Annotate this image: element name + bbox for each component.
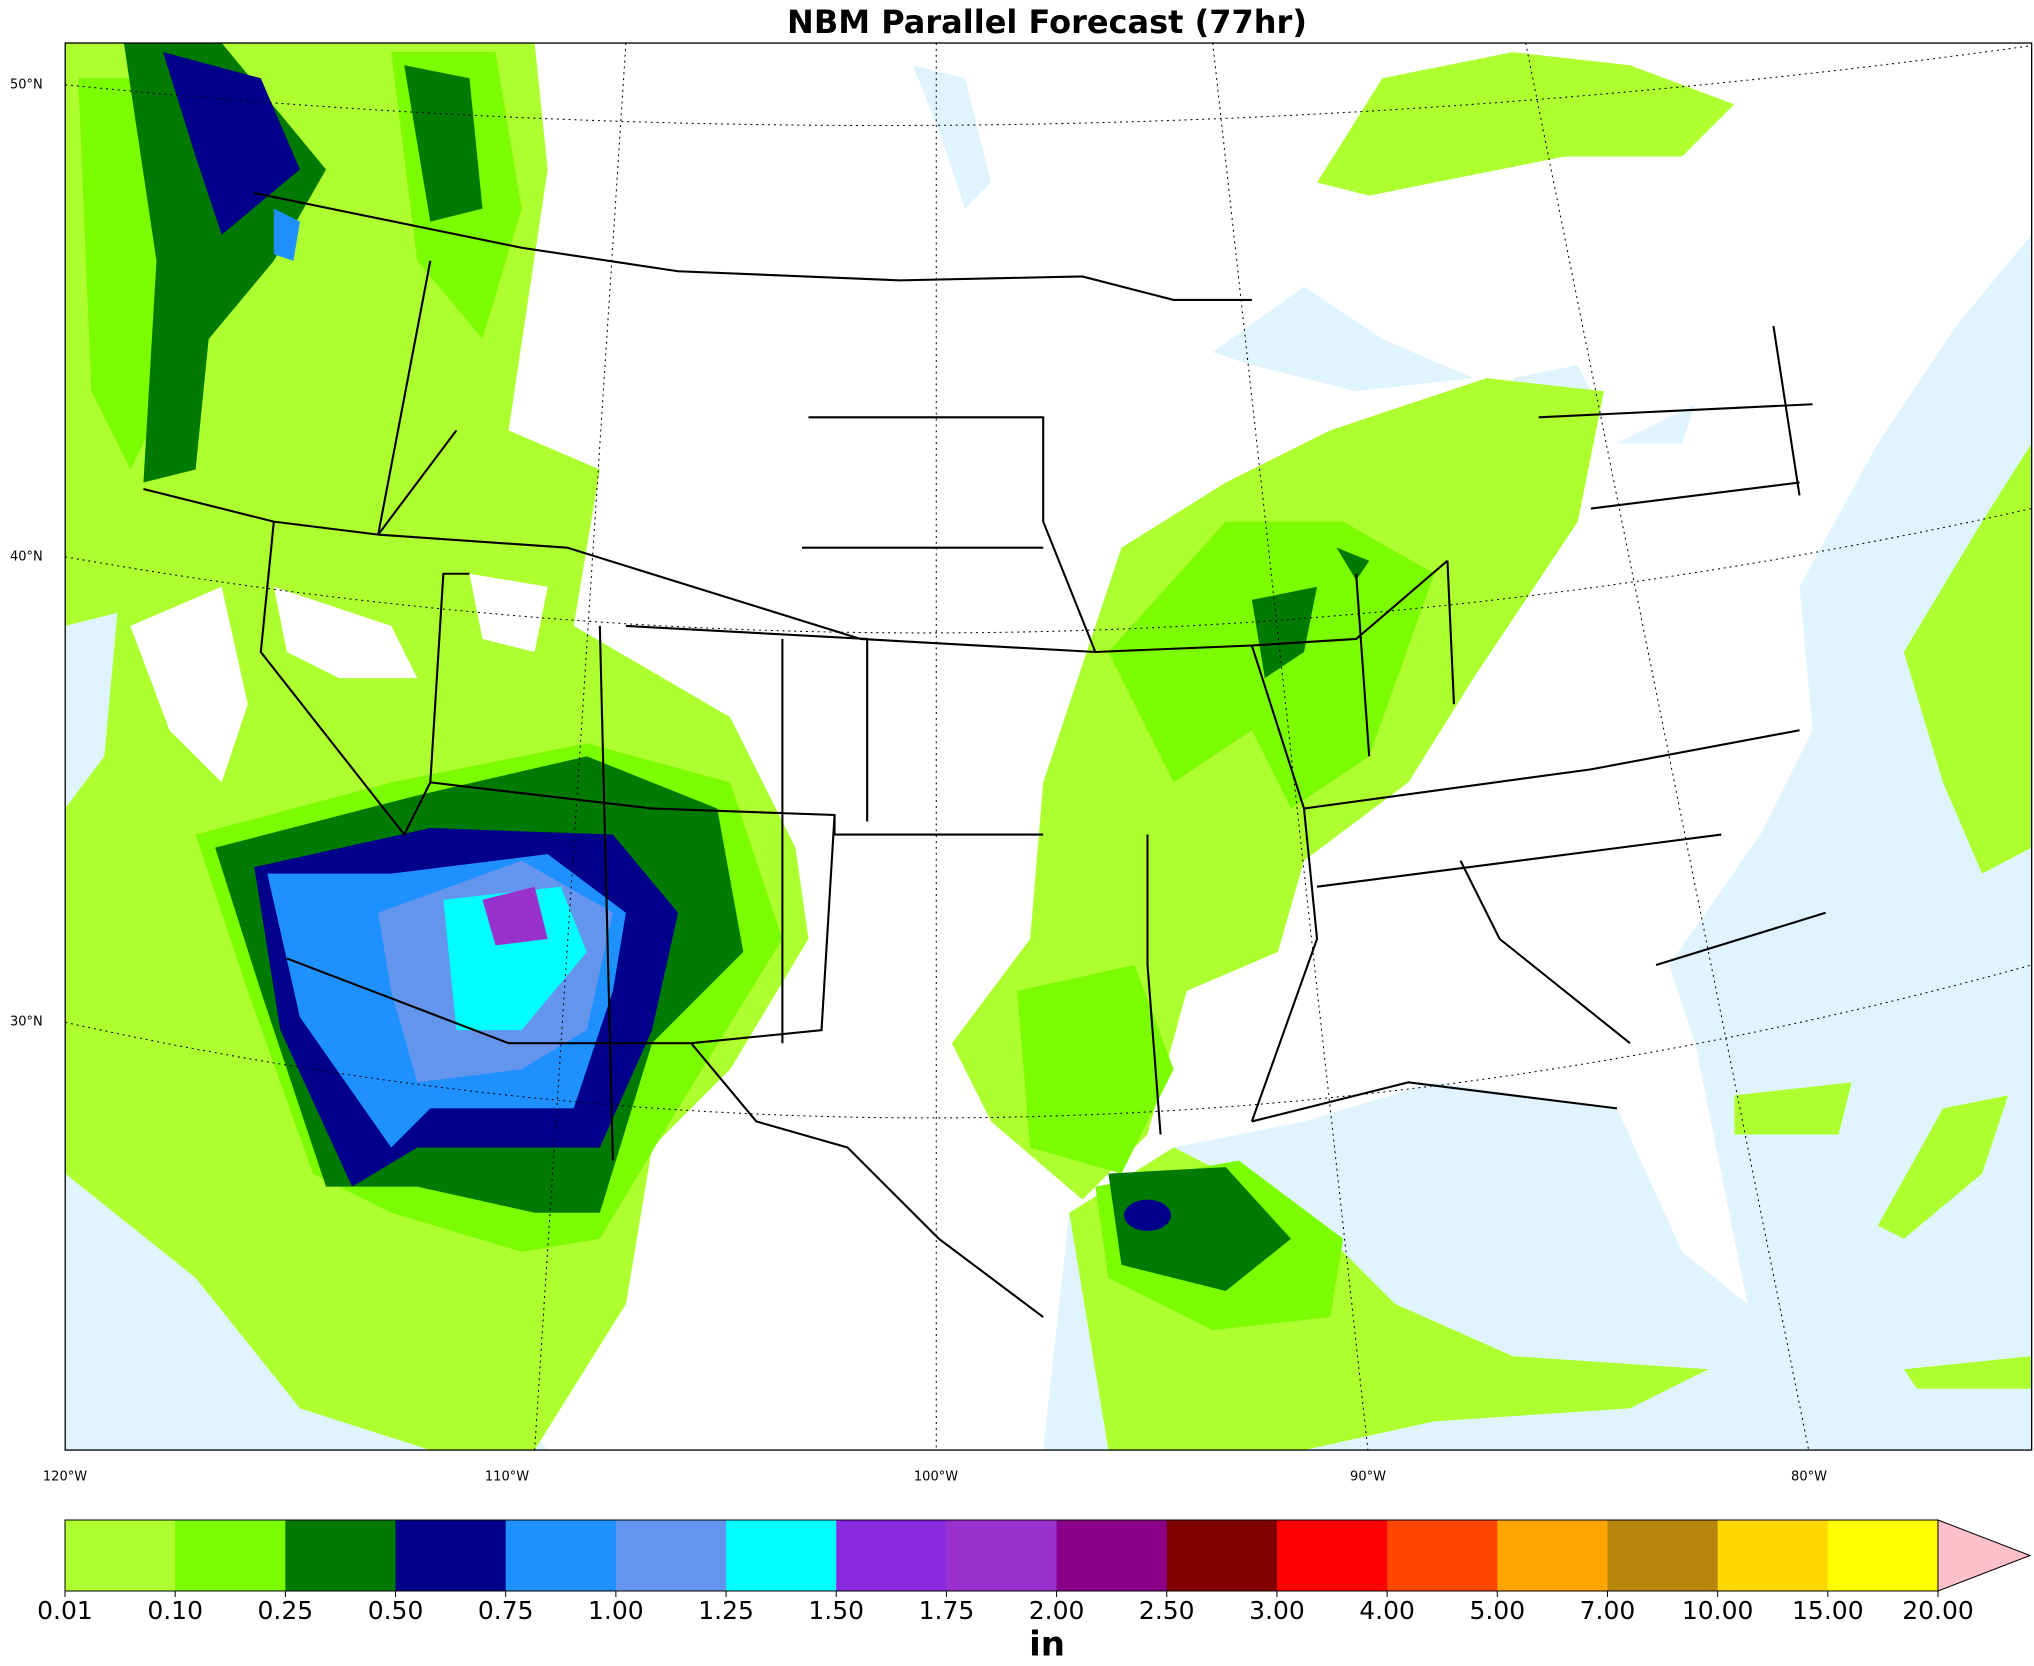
colorbar-bin	[1056, 1520, 1168, 1591]
lon-label: 90°W	[1350, 1470, 1386, 1485]
colorbar-tick-label: 7.00	[1580, 1596, 1636, 1625]
colorbar-bin	[175, 1520, 286, 1591]
colorbar-bin	[1607, 1520, 1719, 1591]
colorbar-tick-label: 1.25	[698, 1596, 754, 1625]
colorbar-bin	[285, 1520, 397, 1591]
colorbar-bin	[1497, 1520, 1608, 1591]
colorbar-tick-label: 1.00	[588, 1596, 644, 1625]
colorbar-tick-label: 2.00	[1029, 1596, 1085, 1625]
lon-label: 100°W	[914, 1470, 958, 1485]
colorbar-bin	[505, 1520, 617, 1591]
colorbar-bin	[1827, 1520, 1939, 1591]
colorbar-tick-label: 5.00	[1469, 1596, 1525, 1625]
lon-label: 80°W	[1791, 1470, 1827, 1485]
lon-label: 120°W	[43, 1470, 87, 1485]
colorbar-bin	[615, 1520, 727, 1591]
lat-label: 40°N	[10, 550, 43, 565]
colorbar-tick-label: 2.50	[1139, 1596, 1195, 1625]
colorbar-extend	[1937, 1519, 2032, 1592]
lon-labels: 120°W 110°W 100°W 90°W 80°W	[43, 1470, 1827, 1485]
colorbar-frame	[64, 1519, 1939, 1592]
lon-label: 110°W	[485, 1470, 529, 1485]
colorbar-tick-label: 1.75	[919, 1596, 975, 1625]
colorbar-bin	[1717, 1520, 1829, 1591]
colorbar-bin	[65, 1520, 176, 1591]
colorbar-bin	[836, 1520, 947, 1591]
colorbar-tick-label: 0.25	[258, 1596, 314, 1625]
lat-labels: 50°N 40°N 30°N	[10, 78, 43, 1030]
colorbar-tick-label: 0.01	[37, 1596, 93, 1625]
colorbar-bin	[726, 1520, 837, 1591]
colorbar-bin	[1166, 1520, 1278, 1591]
lat-label: 30°N	[10, 1015, 43, 1030]
colorbar-unit: in	[1029, 1625, 1065, 1665]
colorbar-tick-label: 4.00	[1359, 1596, 1415, 1625]
colorbar-tick-label: 20.00	[1902, 1596, 1974, 1625]
colorbar-tick-label: 0.10	[147, 1596, 203, 1625]
colorbar-bin	[1387, 1520, 1498, 1591]
colorbar: 0.01 0.10 0.25 0.50 0.75 1.00 1.25 1.50 1.75 2.00…	[37, 1519, 2032, 1625]
colorbar-bin	[946, 1520, 1058, 1591]
colorbar-tick-label: 10.00	[1682, 1596, 1754, 1625]
map	[64, 42, 2033, 1451]
colorbar-bin	[1276, 1520, 1388, 1591]
colorbar-tick-label: 15.00	[1792, 1596, 1864, 1625]
colorbar-bin	[395, 1520, 507, 1591]
colorbar-tick-label: 3.00	[1249, 1596, 1305, 1625]
lat-label: 50°N	[10, 78, 43, 93]
colorbar-tick-label: 1.50	[808, 1596, 864, 1625]
title: NBM Parallel Forecast (77hr)	[787, 3, 1307, 41]
colorbar-tick-label: 0.50	[368, 1596, 424, 1625]
colorbar-tick-label: 0.75	[478, 1596, 534, 1625]
